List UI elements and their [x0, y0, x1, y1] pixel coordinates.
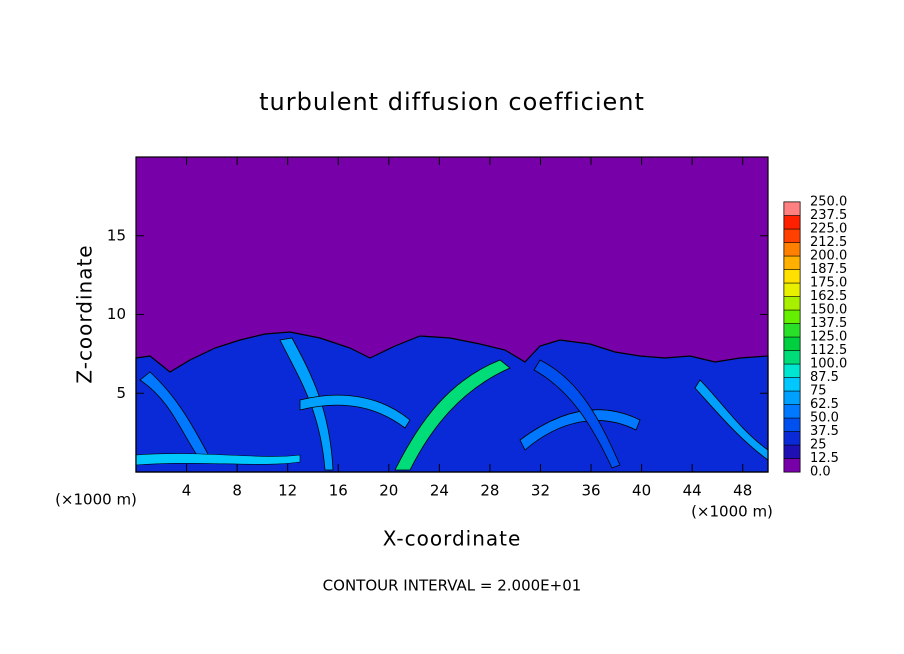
colorbar-band [783, 269, 801, 284]
x-unit-label: (×1000 m) [691, 503, 773, 521]
x-axis-label: X-coordinate [383, 527, 522, 551]
x-tick-label: 40 [632, 482, 651, 500]
colorbar-label: 100.0 [810, 357, 847, 372]
colorbar-label: 162.5 [810, 289, 847, 304]
colorbar-band [783, 417, 801, 432]
colorbar-band [783, 350, 801, 365]
field-streak [279, 337, 334, 471]
x-tick-label: 12 [278, 482, 297, 500]
colorbar-label: 150.0 [810, 303, 847, 318]
x-tick-label: 24 [430, 482, 449, 500]
colorbar-label: 225.0 [810, 222, 847, 237]
colorbar-band [783, 431, 801, 446]
x-tick-label: 20 [379, 482, 398, 500]
colorbar-band [783, 215, 801, 230]
x-tick-label: 8 [232, 482, 242, 500]
colorbar-label: 212.5 [810, 235, 847, 250]
colorbar-label: 37.5 [810, 424, 839, 439]
colorbar-label: 125.0 [810, 330, 847, 345]
colorbar-label: 87.5 [810, 370, 839, 385]
field-streak [135, 453, 301, 466]
colorbar-label: 12.5 [810, 451, 839, 466]
colorbar-band [783, 282, 801, 297]
colorbar-band [783, 296, 801, 311]
colorbar-band [783, 255, 801, 270]
colorbar-label: 50.0 [810, 411, 839, 426]
colorbar-band [783, 363, 801, 378]
colorbar-label: 25 [810, 438, 827, 453]
colorbar-label: 62.5 [810, 397, 839, 412]
field-streak [519, 409, 641, 451]
colorbar-band [783, 242, 801, 257]
x-tick-label: 36 [581, 482, 600, 500]
y-tick-label: 15 [107, 226, 126, 244]
footer-note: CONTOUR INTERVAL = 2.000E+01 [323, 577, 582, 595]
colorbar-band [783, 323, 801, 338]
colorbar-band [783, 309, 801, 324]
y-tick-label: 5 [116, 384, 126, 402]
colorbar-label: 112.5 [810, 343, 847, 358]
colorbar-label: 75 [810, 384, 827, 399]
plot-area [135, 157, 769, 473]
x-tick-label: 44 [683, 482, 702, 500]
x-tick-label: 48 [733, 482, 752, 500]
x-unit-label: (×1000 m) [55, 491, 137, 509]
colorbar-band [783, 377, 801, 392]
x-tick-label: 16 [329, 482, 348, 500]
colorbar-band [783, 404, 801, 419]
field-streak [299, 394, 411, 429]
colorbar-label: 237.5 [810, 208, 847, 223]
colorbar-band [783, 458, 801, 473]
colorbar-label: 137.5 [810, 316, 847, 331]
colorbar-band [783, 336, 801, 351]
y-tick-label: 10 [107, 305, 126, 323]
field-streak [394, 359, 511, 471]
x-tick-label: 28 [480, 482, 499, 500]
colorbar-label: 250.0 [810, 195, 847, 210]
colorbar-label: 0.0 [810, 465, 831, 480]
x-tick-label: 4 [182, 482, 192, 500]
chart-title: turbulent diffusion coefficient [259, 88, 645, 116]
colorbar-label: 175.0 [810, 276, 847, 291]
colorbar-band [783, 390, 801, 405]
colorbar-label: 187.5 [810, 262, 847, 277]
colorbar-band [783, 444, 801, 459]
y-axis-label: Z-coordinate [73, 244, 97, 383]
colorbar-label: 200.0 [810, 249, 847, 264]
colorbar-band [783, 201, 801, 216]
colorbar-band [783, 228, 801, 243]
field-streak [533, 359, 621, 469]
x-tick-label: 32 [531, 482, 550, 500]
